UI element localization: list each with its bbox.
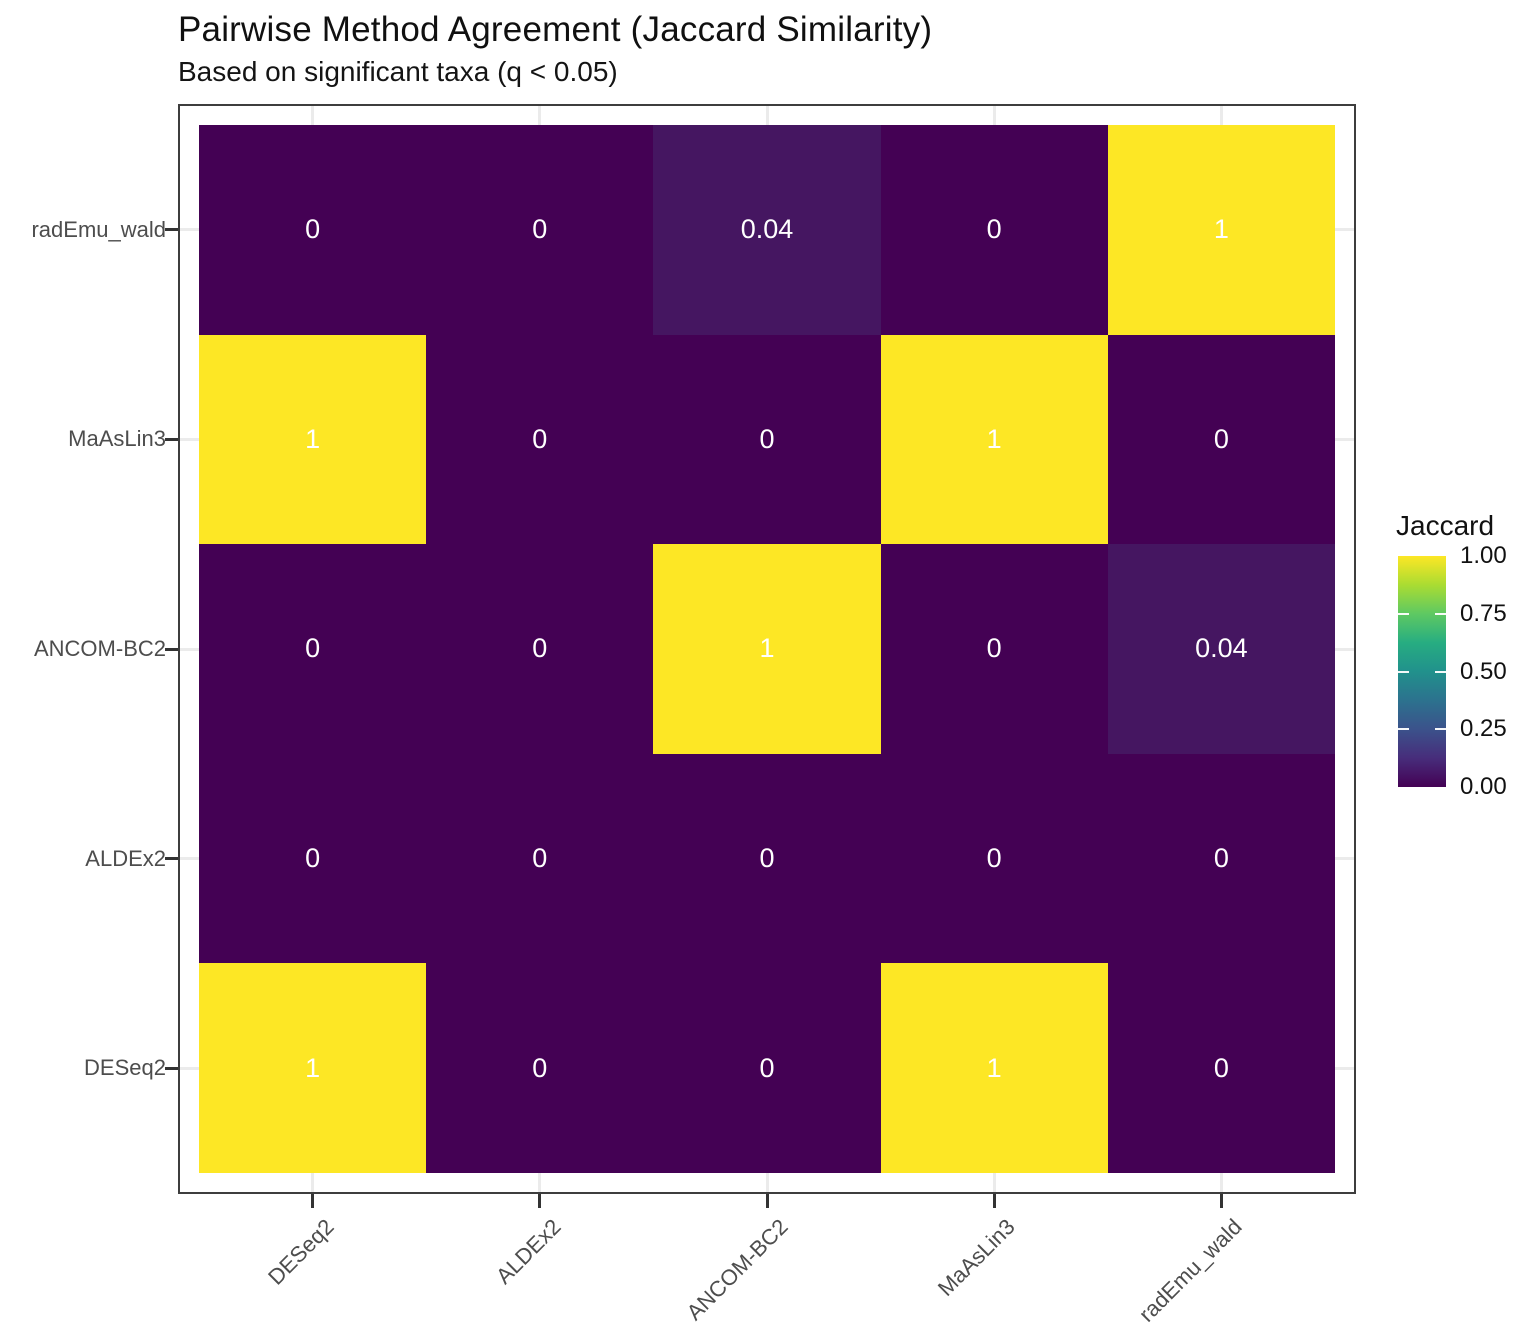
heatmap-cell-value: 0 [305,633,321,664]
legend-colorbar-tick [1435,612,1446,615]
legend-colorbar [1398,556,1446,787]
heatmap-cell: 1 [880,963,1108,1173]
heatmap-cell-value: 0 [532,423,548,454]
heatmap-cell: 0 [199,544,427,754]
heatmap-cell: 0 [880,753,1108,964]
heatmap-cell: 1 [880,334,1108,545]
x-axis-label: ANCOM-BC2 [681,1214,793,1326]
heatmap-cell: 0 [426,753,654,964]
heatmap-cell: 0 [199,125,427,335]
x-axis-label: MaAsLin3 [933,1214,1020,1301]
x-axis-tick [1219,1194,1223,1208]
heatmap-cell: 0 [653,753,881,964]
heatmap-cell-value: 0 [759,843,775,874]
heatmap-cell: 0 [1107,753,1335,964]
legend-tick-label: 0.25 [1460,715,1507,743]
heatmap-cell-value: 0 [532,633,548,664]
y-axis-tick [165,857,178,861]
legend-colorbar-tick [1435,728,1446,731]
heatmap-tile-grid: 0 0 0.04 0 1 1 0 0 1 0 0 0 1 0 0.04 0 0 0 0 0 1 0 0 1 0 [199,125,1335,1173]
heatmap-cell-value: 0 [1213,423,1229,454]
heatmap-cell: 0 [880,125,1108,335]
legend-tick-label: 0.00 [1460,773,1507,800]
heatmap-cell: 0 [199,753,427,964]
chart-title: Pairwise Method Agreement (Jaccard Simil… [178,10,933,49]
heatmap-cell: 0 [1107,334,1335,545]
plot-panel: 0 0 0.04 0 1 1 0 0 1 0 0 0 1 0 0.04 0 0 0 0 0 1 0 0 1 0 [178,104,1356,1194]
heatmap-cell-value: 0 [986,214,1002,245]
y-axis-label: ANCOM-BC2 [33,636,166,661]
heatmap-cell: 0 [426,334,654,545]
heatmap-cell-value: 0 [305,214,321,245]
x-axis-label: DESeq2 [262,1214,339,1290]
heatmap-cell: 0 [880,544,1108,754]
legend-title: Jaccard [1396,510,1495,541]
heatmap-cell: 0 [653,334,881,545]
x-axis-tick [765,1194,769,1208]
heatmap-cell: 1 [199,334,427,545]
heatmap-cell: 0 [426,544,654,754]
y-axis-tick [165,437,178,441]
y-axis-tick [165,1066,178,1070]
heatmap-cell: 1 [653,544,881,754]
heatmap-cell: 0 [426,125,654,335]
y-axis-tick [165,647,178,651]
heatmap-cell: 0 [1107,963,1335,1173]
x-axis-label: ALDEx2 [490,1214,566,1289]
legend-tick-label: 0.75 [1460,599,1507,627]
legend-tick-label: 0.50 [1460,657,1507,685]
heatmap-cell-value: 1 [305,1052,321,1083]
heatmap-cell: 0 [653,963,881,1173]
legend-colorbar-tick [1398,612,1409,615]
heatmap-cell-value: 1 [305,423,321,454]
heatmap-cell-value: 0 [986,633,1002,664]
heatmap-cell-value: 0 [759,1052,775,1083]
y-axis-label: DESeq2 [84,1055,166,1081]
chart-subtitle: Based on significant taxa (q < 0.05) [178,56,618,87]
x-axis-label: radEmu_wald [1134,1214,1248,1327]
x-axis-tick [538,1194,542,1208]
heatmap-cell: 1 [199,963,427,1173]
heatmap-cell-value: 0.04 [1195,633,1248,664]
legend-tick-label: 1.00 [1460,542,1507,569]
heatmap-cell: 0.04 [653,125,881,335]
x-axis-tick [992,1194,996,1208]
heatmap-cell-value: 1 [1213,214,1229,245]
y-axis-label: MaAsLin3 [68,426,166,452]
heatmap-cell-value: 1 [759,633,775,664]
legend-colorbar-tick [1435,670,1446,673]
heatmap-cell-value: 1 [986,1052,1002,1083]
heatmap-cell-value: 0 [532,1052,548,1083]
heatmap-cell-value: 0 [532,843,548,874]
heatmap-cell: 1 [1107,125,1335,335]
heatmap-cell-value: 0 [986,843,1002,874]
y-axis-tick [165,228,178,232]
y-axis-label: radEmu_wald [31,216,166,242]
heatmap-cell-value: 0 [532,214,548,245]
heatmap-cell-value: 0 [1213,1052,1229,1083]
heatmap-cell-value: 0.04 [740,214,794,245]
heatmap-cell-value: 0 [305,843,321,874]
heatmap-cell-value: 0 [759,423,775,454]
legend-colorbar-tick [1398,670,1409,673]
y-axis-label: ALDEx2 [85,845,166,871]
heatmap-cell-value: 0 [1213,843,1229,874]
legend-colorbar-tick [1398,728,1409,731]
x-axis-tick [311,1194,315,1208]
heatmap-cell: 0.04 [1107,544,1335,754]
heatmap-cell-value: 1 [986,423,1002,454]
heatmap-cell: 0 [426,963,654,1173]
